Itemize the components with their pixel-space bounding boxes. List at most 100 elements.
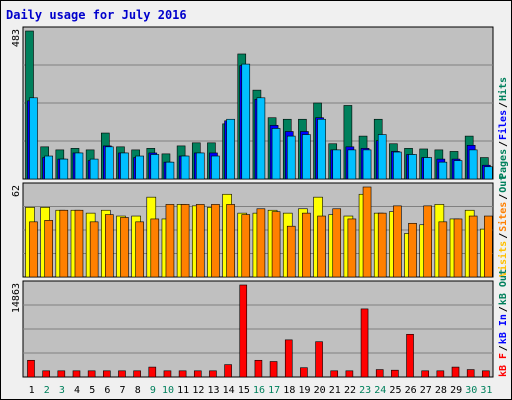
bar-kbf xyxy=(193,370,202,378)
bar-sites xyxy=(89,221,99,278)
bar-kbf xyxy=(163,370,172,378)
bar-sites xyxy=(453,218,463,278)
bar-sites xyxy=(226,204,235,278)
bar-sites xyxy=(120,217,129,278)
bar-kbf xyxy=(436,370,445,378)
bar-sites xyxy=(195,204,205,278)
bar-hits xyxy=(211,155,220,180)
bar-sites xyxy=(317,215,326,278)
bar-sites xyxy=(150,218,160,278)
hits-legend-files: Files xyxy=(497,110,509,140)
day-label: 19 xyxy=(298,385,310,396)
bar-kbf xyxy=(482,370,490,378)
bar-sites xyxy=(423,205,432,278)
day-label: 20 xyxy=(314,385,326,396)
day-label: 17 xyxy=(268,385,280,396)
bar-hits xyxy=(165,161,175,180)
day-label: 9 xyxy=(150,385,156,396)
bar-hits xyxy=(423,157,432,180)
hits-legend-pages: Pages xyxy=(498,149,509,179)
bar-sites xyxy=(302,212,311,278)
bar-hits xyxy=(59,158,69,180)
bar-kbf xyxy=(391,369,399,378)
bar-hits xyxy=(286,135,296,180)
day-label: 28 xyxy=(435,385,447,396)
bar-sites xyxy=(362,186,372,278)
bar-sites xyxy=(332,208,342,278)
bar-kbf xyxy=(57,370,66,378)
bar-hits xyxy=(317,118,326,180)
hits-legend-hits: Hits xyxy=(497,77,509,101)
bar-hits xyxy=(362,149,372,180)
kbytes-legend-separator: / xyxy=(498,306,509,312)
day-label: 26 xyxy=(405,385,417,396)
day-label: 23 xyxy=(359,385,371,396)
bar-kbf xyxy=(300,367,308,378)
day-label: 8 xyxy=(135,385,141,396)
day-label: 14 xyxy=(223,385,235,396)
bar-hits xyxy=(271,128,281,180)
bar-hits xyxy=(302,134,311,180)
bar-sites xyxy=(393,205,402,278)
bar-sites xyxy=(256,208,266,278)
bar-hits xyxy=(453,160,463,180)
bar-hits xyxy=(89,158,99,180)
bar-sites xyxy=(286,225,296,278)
bar-sites xyxy=(211,204,220,278)
day-label: 2 xyxy=(44,385,50,396)
bar-sites xyxy=(44,220,53,278)
chart-title: Daily usage for July 2016 xyxy=(6,8,187,22)
day-label: 10 xyxy=(162,385,174,396)
bar-kbf xyxy=(406,333,414,378)
bar-kbf xyxy=(375,369,384,378)
bar-hits xyxy=(120,152,129,180)
day-label: 3 xyxy=(59,385,65,396)
bar-hits xyxy=(241,63,251,180)
kbytes-max-label: 14863 xyxy=(11,283,22,313)
bar-sites xyxy=(105,214,114,278)
bar-kbf xyxy=(118,370,126,378)
day-label: 22 xyxy=(344,385,356,396)
kbytes-legend-kb-out: kB Out xyxy=(498,269,509,305)
bar-kbf xyxy=(315,341,323,378)
bar-hits xyxy=(347,149,357,180)
visits-legend-visits: Visits xyxy=(497,241,509,277)
bar-sites xyxy=(468,215,478,278)
bar-kbf xyxy=(345,370,354,378)
day-label: 5 xyxy=(89,385,95,396)
bar-kbf xyxy=(224,364,232,378)
bar-kbf xyxy=(178,370,187,378)
bar-hits xyxy=(195,152,205,180)
day-label: 27 xyxy=(420,385,432,396)
kbytes-legend-separator: / xyxy=(498,345,509,351)
day-label: 18 xyxy=(283,385,295,396)
kbytes-legend-kb-f: kB F xyxy=(498,353,509,377)
day-label: 30 xyxy=(465,385,477,396)
kbytes-legend-kb-in: kB In xyxy=(498,314,509,344)
bar-kbf xyxy=(209,370,217,378)
bar-kbf xyxy=(42,370,50,378)
bar-sites xyxy=(135,221,144,278)
hits-legend-separator: / xyxy=(498,102,509,108)
day-label: 1 xyxy=(29,385,35,396)
bar-hits xyxy=(438,161,448,180)
day-label: 16 xyxy=(253,385,265,396)
bar-kbf xyxy=(330,370,339,378)
bar-sites xyxy=(377,212,387,278)
bar-hits xyxy=(180,155,190,180)
bar-kbf xyxy=(133,370,141,378)
bar-sites xyxy=(271,211,281,278)
bar-hits xyxy=(135,155,144,180)
day-label: 15 xyxy=(238,385,250,396)
bar-kbf xyxy=(451,366,460,378)
visits-legend-separator: / xyxy=(498,194,509,200)
day-label: 12 xyxy=(192,385,204,396)
bar-kbf xyxy=(72,370,81,378)
bar-hits xyxy=(408,154,417,180)
bar-hits xyxy=(74,152,84,180)
bar-hits xyxy=(105,146,114,180)
bar-kbf xyxy=(87,370,96,378)
bar-hits xyxy=(484,166,493,180)
